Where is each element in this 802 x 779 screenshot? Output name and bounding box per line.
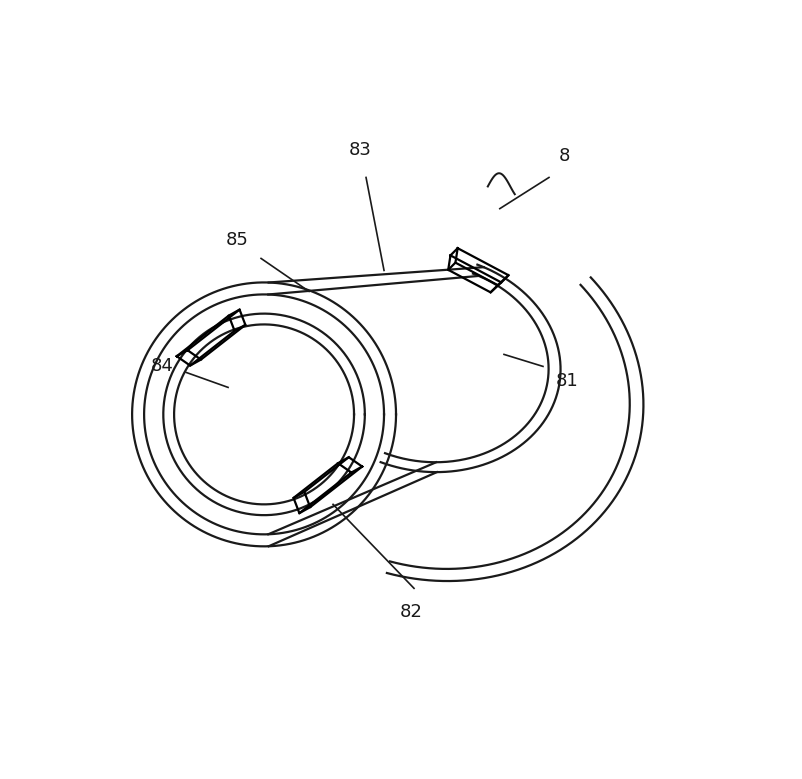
Text: 85: 85 — [225, 231, 249, 249]
Text: 83: 83 — [349, 142, 371, 160]
Text: 81: 81 — [556, 372, 578, 390]
Text: 82: 82 — [399, 603, 423, 622]
Text: 8: 8 — [558, 147, 569, 165]
Text: 84: 84 — [151, 358, 173, 375]
